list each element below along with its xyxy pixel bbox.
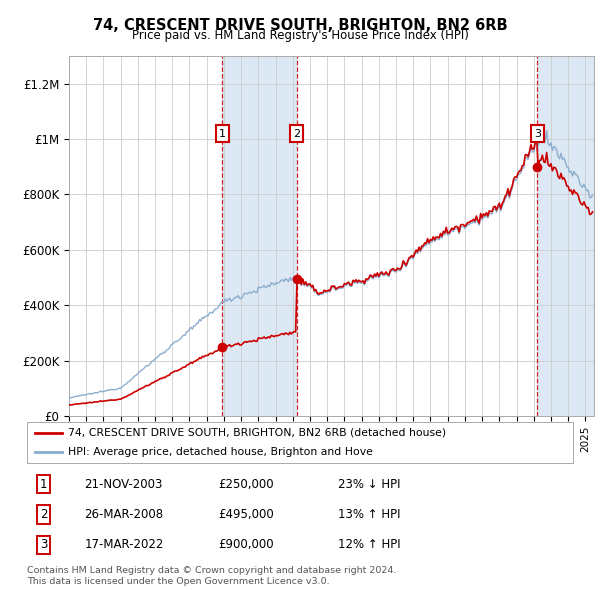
Text: 74, CRESCENT DRIVE SOUTH, BRIGHTON, BN2 6RB: 74, CRESCENT DRIVE SOUTH, BRIGHTON, BN2 …	[92, 18, 508, 32]
Text: HPI: Average price, detached house, Brighton and Hove: HPI: Average price, detached house, Brig…	[68, 447, 373, 457]
Text: This data is licensed under the Open Government Licence v3.0.: This data is licensed under the Open Gov…	[27, 577, 329, 586]
Text: 26-MAR-2008: 26-MAR-2008	[85, 508, 163, 521]
Text: 2: 2	[293, 129, 300, 139]
Text: £250,000: £250,000	[218, 478, 274, 491]
Text: 12% ↑ HPI: 12% ↑ HPI	[338, 538, 401, 551]
Text: 2: 2	[40, 508, 47, 521]
Text: 74, CRESCENT DRIVE SOUTH, BRIGHTON, BN2 6RB (detached house): 74, CRESCENT DRIVE SOUTH, BRIGHTON, BN2 …	[68, 428, 446, 438]
Bar	[222, 56, 297, 416]
Text: 1: 1	[40, 478, 47, 491]
Text: 23% ↓ HPI: 23% ↓ HPI	[338, 478, 401, 491]
Text: 21-NOV-2003: 21-NOV-2003	[85, 478, 163, 491]
Text: 13% ↑ HPI: 13% ↑ HPI	[338, 508, 401, 521]
Text: £900,000: £900,000	[218, 538, 274, 551]
Text: 3: 3	[40, 538, 47, 551]
Text: Contains HM Land Registry data © Crown copyright and database right 2024.: Contains HM Land Registry data © Crown c…	[27, 566, 397, 575]
Text: 17-MAR-2022: 17-MAR-2022	[85, 538, 164, 551]
Text: £495,000: £495,000	[218, 508, 274, 521]
Text: 3: 3	[534, 129, 541, 139]
Text: 1: 1	[218, 129, 226, 139]
Bar	[538, 56, 594, 416]
Text: Price paid vs. HM Land Registry's House Price Index (HPI): Price paid vs. HM Land Registry's House …	[131, 30, 469, 42]
